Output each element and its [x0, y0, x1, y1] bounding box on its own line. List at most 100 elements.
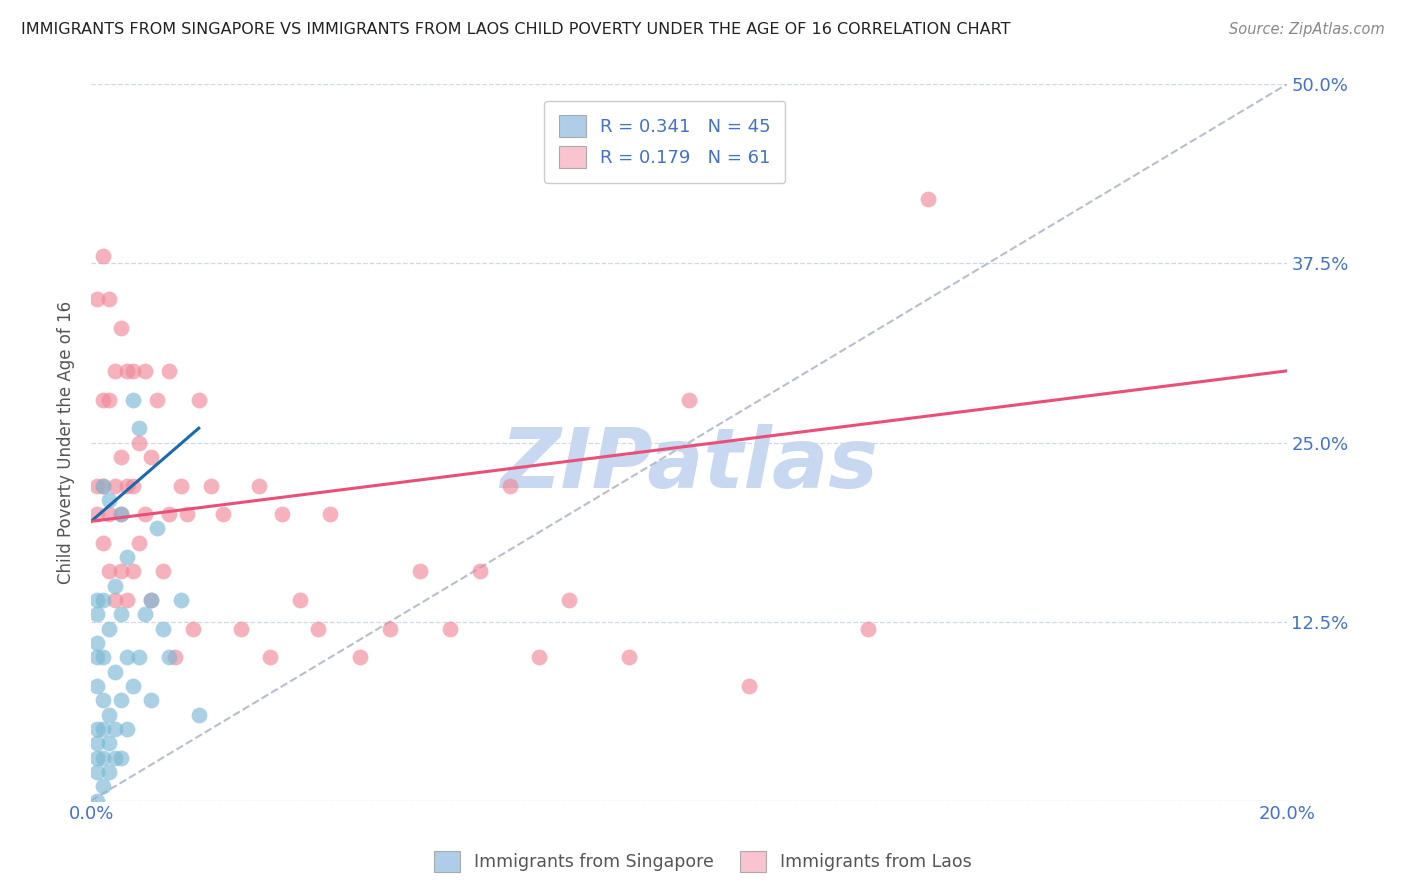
Point [157, 650, 180, 665]
Legend: Immigrants from Singapore, Immigrants from Laos: Immigrants from Singapore, Immigrants fr… [427, 844, 979, 879]
Text: IMMIGRANTS FROM SINGAPORE VS IMMIGRANTS FROM LAOS CHILD POVERTY UNDER THE AGE OF: IMMIGRANTS FROM SINGAPORE VS IMMIGRANTS … [21, 22, 1011, 37]
Point [91, 779, 114, 793]
Point [139, 450, 162, 464]
Point [115, 593, 138, 607]
Point [122, 679, 145, 693]
Point [271, 507, 294, 521]
Point [247, 478, 270, 492]
Point [409, 565, 432, 579]
Point [307, 622, 329, 636]
Point [134, 507, 156, 521]
Text: Source: ZipAtlas.com: Source: ZipAtlas.com [1229, 22, 1385, 37]
Point [187, 707, 209, 722]
Point [91, 750, 114, 764]
Point [200, 478, 222, 492]
Point [104, 665, 127, 679]
Point [468, 565, 491, 579]
Point [86, 764, 108, 779]
Point [86, 478, 108, 492]
Point [122, 364, 145, 378]
Point [617, 650, 640, 665]
Point [378, 622, 401, 636]
Point [917, 192, 939, 206]
Point [110, 693, 132, 707]
Point [134, 364, 156, 378]
Point [139, 593, 162, 607]
Point [104, 722, 127, 736]
Point [98, 707, 121, 722]
Point [152, 622, 174, 636]
Point [558, 593, 581, 607]
Point [128, 650, 150, 665]
Point [104, 579, 127, 593]
Point [98, 392, 121, 407]
Point [91, 478, 114, 492]
Point [98, 293, 121, 307]
Point [110, 750, 132, 764]
Point [122, 478, 145, 492]
Point [139, 593, 162, 607]
Point [259, 650, 281, 665]
Point [529, 650, 551, 665]
Point [115, 722, 138, 736]
Point [157, 364, 180, 378]
Point [319, 507, 342, 521]
Point [229, 622, 252, 636]
Point [91, 593, 114, 607]
Point [134, 607, 156, 622]
Point [181, 622, 204, 636]
Point [170, 593, 193, 607]
Point [91, 536, 114, 550]
Point [86, 507, 108, 521]
Point [115, 650, 138, 665]
Point [152, 565, 174, 579]
Point [104, 593, 127, 607]
Point [98, 736, 121, 750]
Point [128, 421, 150, 435]
Point [104, 478, 127, 492]
Point [110, 565, 132, 579]
Point [86, 636, 108, 650]
Point [115, 364, 138, 378]
Point [128, 536, 150, 550]
Point [110, 607, 132, 622]
Point [349, 650, 371, 665]
Point [176, 507, 198, 521]
Point [498, 478, 520, 492]
Point [86, 607, 108, 622]
Point [98, 507, 121, 521]
Point [86, 293, 108, 307]
Point [115, 478, 138, 492]
Point [98, 622, 121, 636]
Point [91, 249, 114, 263]
Point [115, 550, 138, 565]
Point [86, 679, 108, 693]
Point [86, 794, 108, 808]
Point [122, 392, 145, 407]
Point [856, 622, 879, 636]
Point [737, 679, 759, 693]
Point [146, 521, 169, 535]
Point [170, 478, 193, 492]
Point [91, 722, 114, 736]
Point [110, 450, 132, 464]
Legend: R = 0.341   N = 45, R = 0.179   N = 61: R = 0.341 N = 45, R = 0.179 N = 61 [544, 101, 786, 183]
Point [163, 650, 186, 665]
Point [146, 392, 169, 407]
Point [98, 492, 121, 507]
Point [104, 364, 127, 378]
Point [104, 750, 127, 764]
Point [211, 507, 233, 521]
Point [110, 507, 132, 521]
Text: ZIPatlas: ZIPatlas [501, 424, 877, 505]
Point [157, 507, 180, 521]
Point [678, 392, 700, 407]
Point [110, 321, 132, 335]
Point [86, 736, 108, 750]
Point [98, 565, 121, 579]
Point [439, 622, 461, 636]
Point [139, 693, 162, 707]
Point [91, 650, 114, 665]
Point [86, 722, 108, 736]
Point [86, 750, 108, 764]
